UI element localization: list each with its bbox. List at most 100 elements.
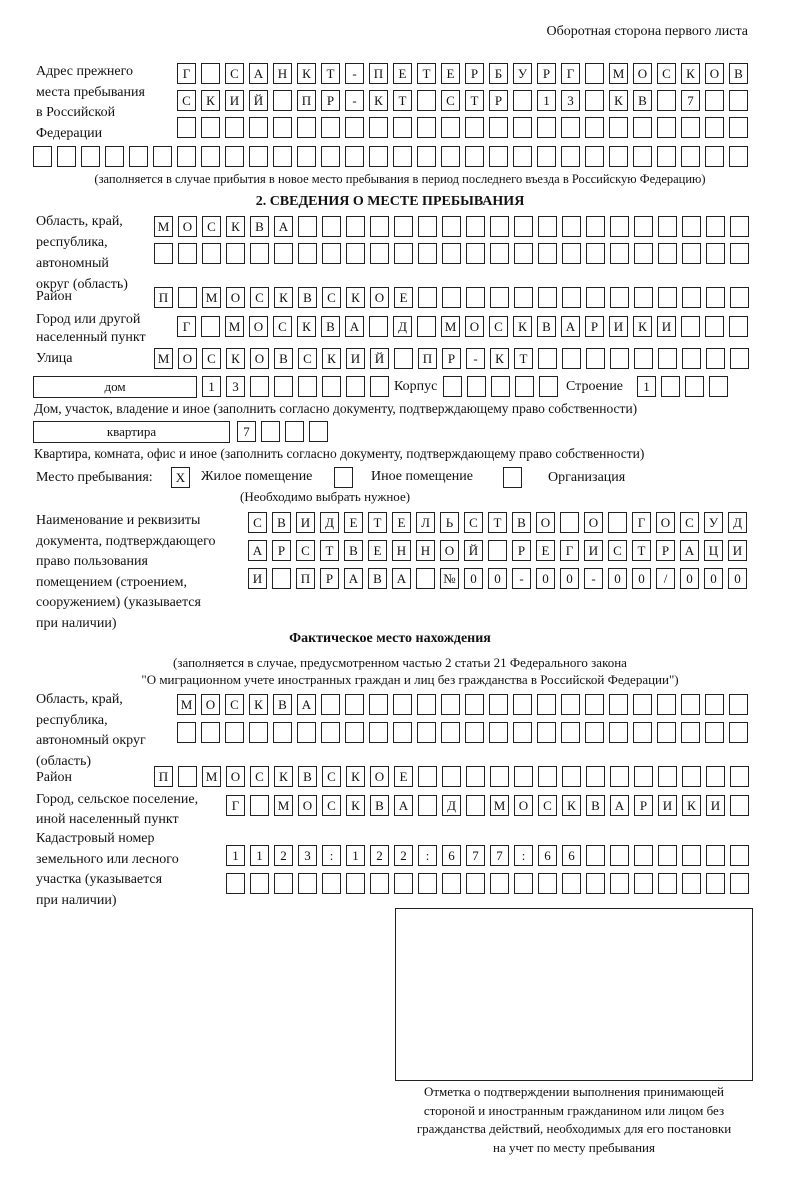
prev-address-row2-cell[interactable]: 7 bbox=[681, 90, 700, 111]
actual-region-row2-cell[interactable] bbox=[465, 722, 484, 743]
street-cell[interactable] bbox=[682, 348, 701, 369]
actual-district-cell[interactable] bbox=[490, 766, 509, 787]
prev-address-row4-cell[interactable] bbox=[321, 146, 340, 167]
actual-region-row2-cell[interactable] bbox=[513, 722, 532, 743]
document-row2-cell[interactable]: Й bbox=[464, 540, 483, 561]
actual-district-cell[interactable]: С bbox=[250, 766, 269, 787]
cadastre-row1-cell[interactable]: 1 bbox=[250, 845, 269, 866]
cadastre-row1-cell[interactable]: 6 bbox=[562, 845, 581, 866]
flat-cell[interactable] bbox=[261, 421, 280, 442]
region-row1-cell[interactable] bbox=[346, 216, 365, 237]
actual-region-row1-cell[interactable] bbox=[633, 694, 652, 715]
city-cell[interactable] bbox=[417, 316, 436, 337]
actual-region-row1-cell[interactable] bbox=[321, 694, 340, 715]
document-row2-cell[interactable]: Е bbox=[536, 540, 555, 561]
actual-district-cell[interactable] bbox=[442, 766, 461, 787]
region-row2-cell[interactable] bbox=[322, 243, 341, 264]
building-cell[interactable] bbox=[661, 376, 680, 397]
prev-address-row1-cell[interactable]: Г bbox=[561, 63, 580, 84]
actual-district-cell[interactable] bbox=[562, 766, 581, 787]
house-cell[interactable] bbox=[322, 376, 341, 397]
house-cell[interactable] bbox=[250, 376, 269, 397]
cadastre-row1-cell[interactable]: 2 bbox=[370, 845, 389, 866]
actual-city-cell[interactable]: И bbox=[658, 795, 677, 816]
document-row3-cell[interactable]: А bbox=[392, 568, 411, 589]
actual-district-cell[interactable]: О bbox=[370, 766, 389, 787]
document-row3-cell[interactable]: / bbox=[656, 568, 675, 589]
city-cell[interactable]: О bbox=[465, 316, 484, 337]
prev-address-row4-cell[interactable] bbox=[537, 146, 556, 167]
place-option-organization-checkbox[interactable] bbox=[503, 467, 522, 488]
city-cell[interactable]: И bbox=[609, 316, 628, 337]
actual-city-cell[interactable]: Д bbox=[442, 795, 461, 816]
city-cell[interactable]: К bbox=[297, 316, 316, 337]
document-row2-cell[interactable]: В bbox=[344, 540, 363, 561]
document-row1-cell[interactable]: Т bbox=[488, 512, 507, 533]
region-row2-cell[interactable] bbox=[658, 243, 677, 264]
prev-address-row3-cell[interactable] bbox=[537, 117, 556, 138]
korpus-cell[interactable] bbox=[467, 376, 486, 397]
region-row2-cell[interactable] bbox=[730, 243, 749, 264]
district-cell[interactable] bbox=[418, 287, 437, 308]
district-cell[interactable]: С bbox=[250, 287, 269, 308]
prev-address-row1-cell[interactable]: А bbox=[249, 63, 268, 84]
prev-address-row1-cell[interactable]: - bbox=[345, 63, 364, 84]
document-row1-cell[interactable]: И bbox=[296, 512, 315, 533]
cadastre-row1-cell[interactable]: 1 bbox=[226, 845, 245, 866]
actual-region-row1-cell[interactable] bbox=[609, 694, 628, 715]
street-cell[interactable] bbox=[586, 348, 605, 369]
prev-address-row3-cell[interactable] bbox=[489, 117, 508, 138]
actual-region-row2-cell[interactable] bbox=[441, 722, 460, 743]
prev-address-row1-cell[interactable]: В bbox=[729, 63, 748, 84]
city-cell[interactable]: А bbox=[561, 316, 580, 337]
district-cell[interactable] bbox=[514, 287, 533, 308]
actual-city-cell[interactable]: С bbox=[322, 795, 341, 816]
prev-address-row4-cell[interactable] bbox=[729, 146, 748, 167]
prev-address-row2-cell[interactable]: К bbox=[609, 90, 628, 111]
city-cell[interactable]: М bbox=[225, 316, 244, 337]
korpus-cell[interactable] bbox=[491, 376, 510, 397]
region-row1-cell[interactable] bbox=[634, 216, 653, 237]
cadastre-row1-cell[interactable]: 6 bbox=[538, 845, 557, 866]
region-row2-cell[interactable] bbox=[178, 243, 197, 264]
actual-district-cell[interactable] bbox=[658, 766, 677, 787]
actual-region-row1-cell[interactable] bbox=[465, 694, 484, 715]
actual-district-cell[interactable]: Е bbox=[394, 766, 413, 787]
region-row2-cell[interactable] bbox=[274, 243, 293, 264]
document-row2-cell[interactable]: Ц bbox=[704, 540, 723, 561]
document-row3-cell[interactable]: - bbox=[512, 568, 531, 589]
cadastre-row2-cell[interactable] bbox=[586, 873, 605, 894]
actual-city-cell[interactable]: И bbox=[706, 795, 725, 816]
document-row2-cell[interactable]: Н bbox=[392, 540, 411, 561]
cadastre-row1-cell[interactable] bbox=[730, 845, 749, 866]
actual-region-row2-cell[interactable] bbox=[297, 722, 316, 743]
actual-region-row1-cell[interactable] bbox=[417, 694, 436, 715]
region-row1-cell[interactable] bbox=[466, 216, 485, 237]
prev-address-row4-cell[interactable] bbox=[369, 146, 388, 167]
flat-type-field[interactable]: квартира bbox=[33, 421, 230, 443]
district-cell[interactable] bbox=[658, 287, 677, 308]
region-row1-cell[interactable] bbox=[298, 216, 317, 237]
prev-address-row2-cell[interactable]: С bbox=[177, 90, 196, 111]
actual-city-cell[interactable] bbox=[466, 795, 485, 816]
prev-address-row3-cell[interactable] bbox=[177, 117, 196, 138]
actual-region-row1-cell[interactable] bbox=[657, 694, 676, 715]
district-cell[interactable]: К bbox=[346, 287, 365, 308]
document-row1-cell[interactable]: Д bbox=[320, 512, 339, 533]
document-row2-cell[interactable]: Т bbox=[632, 540, 651, 561]
region-row2-cell[interactable] bbox=[610, 243, 629, 264]
document-row2-cell[interactable]: А bbox=[680, 540, 699, 561]
document-row3-cell[interactable]: 0 bbox=[560, 568, 579, 589]
flat-cell[interactable] bbox=[285, 421, 304, 442]
region-row2-cell[interactable] bbox=[490, 243, 509, 264]
actual-city-cell[interactable]: К bbox=[562, 795, 581, 816]
street-cell[interactable]: О bbox=[250, 348, 269, 369]
prev-address-row1-cell[interactable] bbox=[201, 63, 220, 84]
prev-address-row3-cell[interactable] bbox=[321, 117, 340, 138]
prev-address-row1-cell[interactable]: К bbox=[297, 63, 316, 84]
prev-address-row2-cell[interactable] bbox=[585, 90, 604, 111]
region-row2-cell[interactable] bbox=[682, 243, 701, 264]
prev-address-row4-cell[interactable] bbox=[273, 146, 292, 167]
street-cell[interactable]: - bbox=[466, 348, 485, 369]
cadastre-row2-cell[interactable] bbox=[658, 873, 677, 894]
